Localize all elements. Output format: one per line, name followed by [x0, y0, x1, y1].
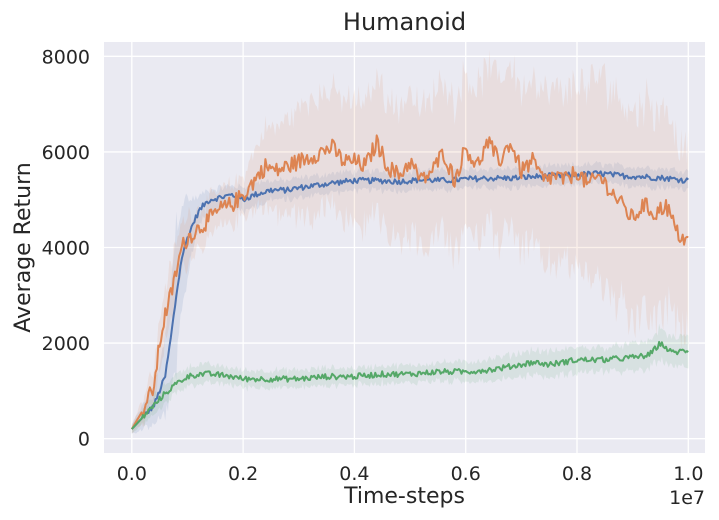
y-axis-label: Average Return — [11, 162, 36, 332]
y-tick-label: 6000 — [42, 142, 90, 164]
x-axis-label: Time-steps — [343, 484, 465, 509]
x-tick-label: 0.0 — [117, 463, 147, 485]
series-line — [131, 340, 689, 430]
series-lines — [130, 134, 689, 430]
confidence-bands — [131, 49, 689, 435]
x-tick-label: 0.2 — [228, 463, 258, 485]
x-tick-label: 1.0 — [673, 463, 703, 485]
y-tick-label: 2000 — [42, 333, 90, 355]
series-line — [131, 170, 689, 430]
y-tick-label: 0 — [78, 429, 90, 451]
series-band — [131, 323, 689, 433]
x-tick-labels: 0.0 0.2 0.4 0.6 0.8 1.0 — [117, 463, 704, 485]
series-line — [130, 134, 689, 430]
x-tick-label: 0.4 — [339, 463, 369, 485]
x-axis-offset-label: 1e7 — [669, 487, 705, 509]
y-tick-label: 4000 — [42, 238, 90, 260]
y-tick-label: 8000 — [42, 46, 90, 68]
x-tick-label: 0.8 — [562, 463, 592, 485]
y-tick-labels: 0 2000 4000 6000 8000 — [42, 46, 90, 450]
series-band — [131, 49, 689, 434]
chart-title: Humanoid — [343, 8, 466, 36]
x-tick-label: 0.6 — [451, 463, 481, 485]
grid — [104, 42, 705, 453]
